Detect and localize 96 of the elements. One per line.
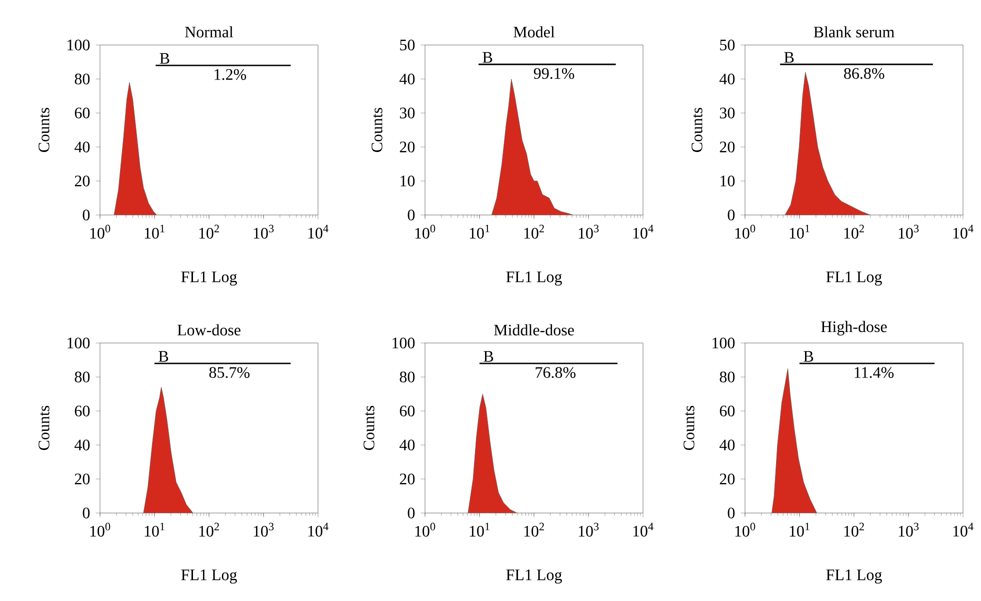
y-axis-title: Counts xyxy=(364,406,374,450)
annotation: 76.8% xyxy=(536,367,576,378)
x-axis-title: FL1 Log xyxy=(506,570,562,584)
y-tick-label: 40 xyxy=(400,74,415,84)
y-tick-label: 60 xyxy=(74,406,90,416)
y-tick-label: 80 xyxy=(720,372,735,382)
x-tick-label: 10$^{2}$ xyxy=(844,522,864,537)
y-tick-label: 80 xyxy=(74,372,90,382)
x-tick-label: 10$^{4}$ xyxy=(633,522,654,537)
x-tick-label: 10$^{1}$ xyxy=(470,522,490,537)
x-axis-title: FL1 Log xyxy=(181,272,237,286)
y-tick-label: 40 xyxy=(74,440,90,450)
x-tick-label: 10$^{4}$ xyxy=(633,224,654,239)
chart-title: High-dose xyxy=(821,320,887,336)
y-tick-label: 0 xyxy=(408,210,415,220)
y-tick-label: 60 xyxy=(400,406,415,416)
x-tick-label: 10$^{2}$ xyxy=(844,224,864,239)
x-axis-title: FL1 Log xyxy=(506,272,562,286)
y-tick-label: 60 xyxy=(720,406,735,416)
x-tick-label: 10$^{2}$ xyxy=(524,224,544,239)
x-tick-label: 10$^{1}$ xyxy=(144,224,164,239)
y-tick-label: 40 xyxy=(74,142,90,152)
y-tick-label: 50 xyxy=(720,40,735,50)
x-tick-label: 10$^{4}$ xyxy=(308,522,328,537)
annotation: 11.4% xyxy=(854,367,894,378)
y-tick-label: 20 xyxy=(74,474,90,484)
y-tick-label: 20 xyxy=(74,176,90,186)
annotation: 1.2% xyxy=(214,69,246,80)
y-tick-label: 100 xyxy=(68,40,90,50)
chart-title: Middle-dose xyxy=(494,324,574,336)
y-tick-label: 10 xyxy=(400,176,415,186)
annotation: B xyxy=(482,52,492,63)
y-axis-title: Counts xyxy=(38,108,50,152)
x-tick-label: 10$^{0}$ xyxy=(735,522,756,537)
annotation: 99.1% xyxy=(534,68,574,79)
annotation: 86.8% xyxy=(844,68,884,79)
y-axis-title: Counts xyxy=(372,108,382,152)
y-tick-label: 100 xyxy=(68,338,90,348)
y-tick-label: 20 xyxy=(720,474,735,484)
y-tick-label: 100 xyxy=(392,338,415,348)
y-tick-label: 0 xyxy=(82,210,90,220)
annotation: B xyxy=(484,351,494,362)
x-tick-label: 10$^{1}$ xyxy=(790,522,810,537)
x-tick-label: 10$^{0}$ xyxy=(415,224,436,239)
annotation: B xyxy=(804,351,814,362)
x-tick-label: 10$^{2}$ xyxy=(199,522,219,537)
x-tick-label: 10$^{3}$ xyxy=(578,522,599,537)
x-tick-label: 10$^{4}$ xyxy=(953,224,974,239)
annotation: B xyxy=(158,351,168,362)
x-tick-label: 10$^{0}$ xyxy=(735,224,756,239)
y-tick-label: 10 xyxy=(720,176,735,186)
y-tick-label: 0 xyxy=(82,508,90,518)
y-tick-label: 40 xyxy=(400,440,415,450)
x-axis-title: FL1 Log xyxy=(181,570,237,584)
y-tick-label: 60 xyxy=(74,108,90,118)
x-tick-label: 10$^{3}$ xyxy=(898,522,919,537)
chart-title: Normal xyxy=(185,26,234,38)
y-axis-title: Counts xyxy=(684,406,694,450)
y-tick-label: 0 xyxy=(408,508,415,518)
y-axis-title: Counts xyxy=(692,108,702,152)
y-tick-label: 80 xyxy=(400,372,415,382)
y-tick-label: 30 xyxy=(400,108,415,118)
y-axis-title: Counts xyxy=(38,406,50,450)
x-tick-label: 10$^{0}$ xyxy=(90,522,110,537)
x-tick-label: 10$^{0}$ xyxy=(415,522,436,537)
y-tick-label: 0 xyxy=(728,508,735,518)
annotation: 85.7% xyxy=(209,367,250,378)
x-tick-label: 10$^{1}$ xyxy=(144,522,164,537)
x-tick-label: 10$^{3}$ xyxy=(898,224,919,239)
x-tick-label: 10$^{4}$ xyxy=(308,224,328,239)
y-tick-label: 100 xyxy=(712,338,735,348)
y-tick-label: 30 xyxy=(720,108,735,118)
x-tick-label: 10$^{4}$ xyxy=(953,522,974,537)
y-tick-label: 50 xyxy=(400,40,415,50)
x-tick-label: 10$^{3}$ xyxy=(254,224,274,239)
x-axis-title: FL1 Log xyxy=(826,272,882,286)
chart-title: Blank serum xyxy=(814,26,894,38)
x-tick-label: 10$^{0}$ xyxy=(90,224,110,239)
annotation: B xyxy=(784,52,794,63)
chart-title: Model xyxy=(514,26,555,38)
y-tick-label: 40 xyxy=(720,74,735,84)
y-tick-label: 20 xyxy=(400,474,415,484)
y-tick-label: 40 xyxy=(720,440,735,450)
y-tick-label: 20 xyxy=(400,142,415,152)
chart-title: Low-dose xyxy=(177,324,240,336)
x-tick-label: 10$^{1}$ xyxy=(790,224,810,239)
x-tick-label: 10$^{2}$ xyxy=(524,522,544,537)
annotation: B xyxy=(160,53,170,64)
x-tick-label: 10$^{2}$ xyxy=(199,224,219,239)
x-tick-label: 10$^{1}$ xyxy=(470,224,490,239)
x-tick-label: 10$^{3}$ xyxy=(254,522,274,537)
y-tick-label: 0 xyxy=(728,210,735,220)
x-axis-title: FL1 Log xyxy=(826,570,882,584)
y-tick-label: 80 xyxy=(74,74,90,84)
y-tick-label: 20 xyxy=(720,142,735,152)
x-tick-label: 10$^{3}$ xyxy=(578,224,599,239)
